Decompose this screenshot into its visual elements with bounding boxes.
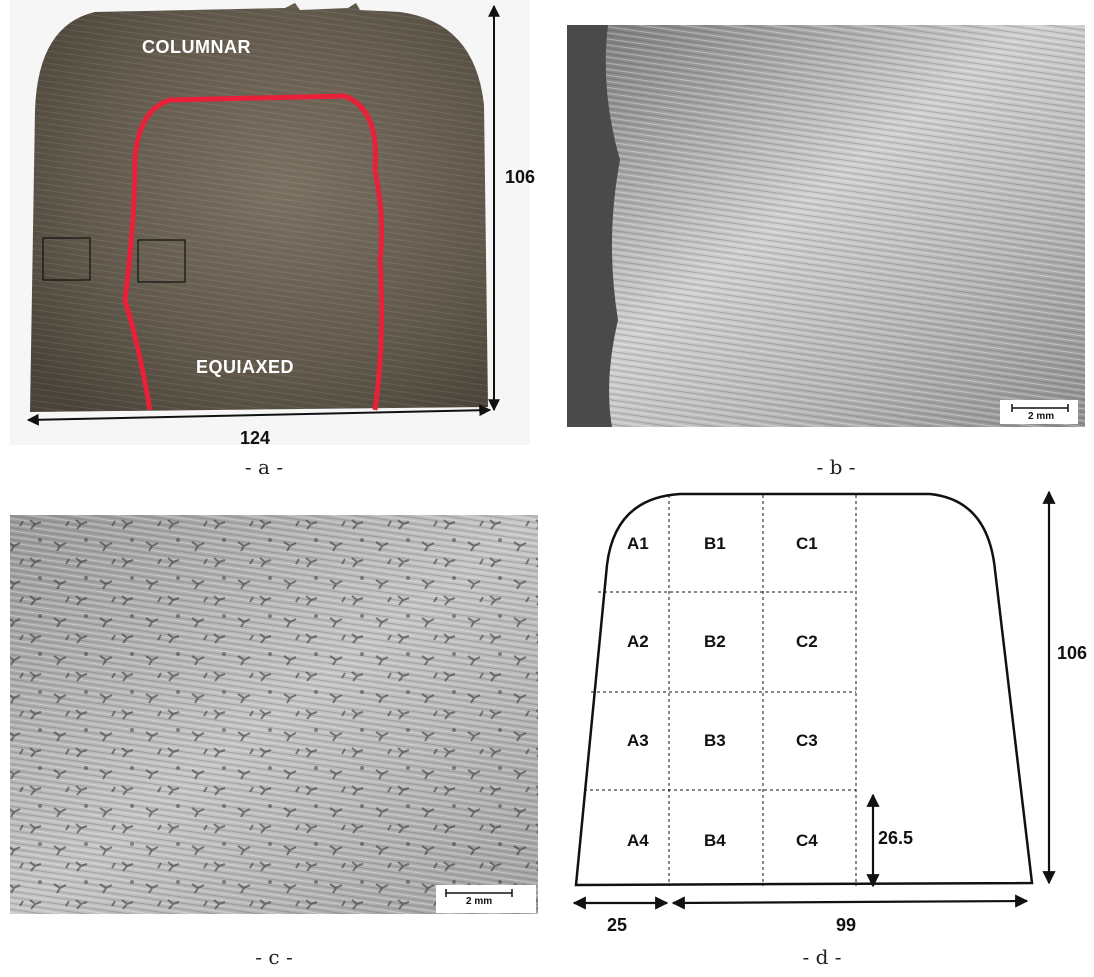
height-dim-d: 106: [1057, 643, 1088, 663]
caption-b: - b -: [816, 455, 856, 479]
cell-B1: B1: [704, 534, 726, 553]
right-width-arrow: [671, 894, 1029, 910]
cell-height-dim: 26.5: [878, 828, 914, 848]
columnar-label: COLUMNAR: [142, 37, 251, 57]
micrograph-b-edge: [567, 25, 620, 427]
cell-C4: C4: [796, 831, 818, 850]
width-dim-a: 124: [240, 428, 271, 448]
panel-b-micrograph: [567, 25, 1085, 427]
panel-c-micrograph: [10, 515, 538, 914]
sample-box-equiaxed: [137, 239, 186, 283]
caption-d: - d -: [802, 945, 842, 969]
left-width-dim: 25: [607, 915, 628, 935]
right-width-dim: 99: [836, 915, 857, 935]
cell-C3: C3: [796, 731, 818, 750]
cell-A4: A4: [627, 831, 649, 850]
caption-a: - a -: [244, 455, 284, 479]
cell-C1: C1: [796, 534, 818, 553]
cell-A1: A1: [627, 534, 649, 553]
columnar-equiaxed-boundary: [122, 93, 385, 411]
cell-C2: C2: [796, 632, 818, 651]
equiaxed-label: EQUIAXED: [196, 357, 295, 377]
cell-B3: B3: [704, 731, 726, 750]
caption-c: - c -: [255, 945, 293, 969]
scale-label-b: 2 mm: [1028, 411, 1055, 422]
cell-B2: B2: [704, 632, 726, 651]
panel-d-diagram: [572, 490, 1056, 910]
grid-lines: [584, 495, 857, 886]
panel-a-photo: [10, 0, 530, 445]
height-dim-a: 106: [505, 167, 536, 187]
cell-B4: B4: [704, 831, 726, 850]
sample-box-columnar: [42, 237, 91, 281]
scale-label-c: 2 mm: [466, 896, 493, 907]
cell-A2: A2: [627, 632, 649, 651]
width-arrow-a: [26, 404, 492, 426]
cell-A3: A3: [627, 731, 649, 750]
